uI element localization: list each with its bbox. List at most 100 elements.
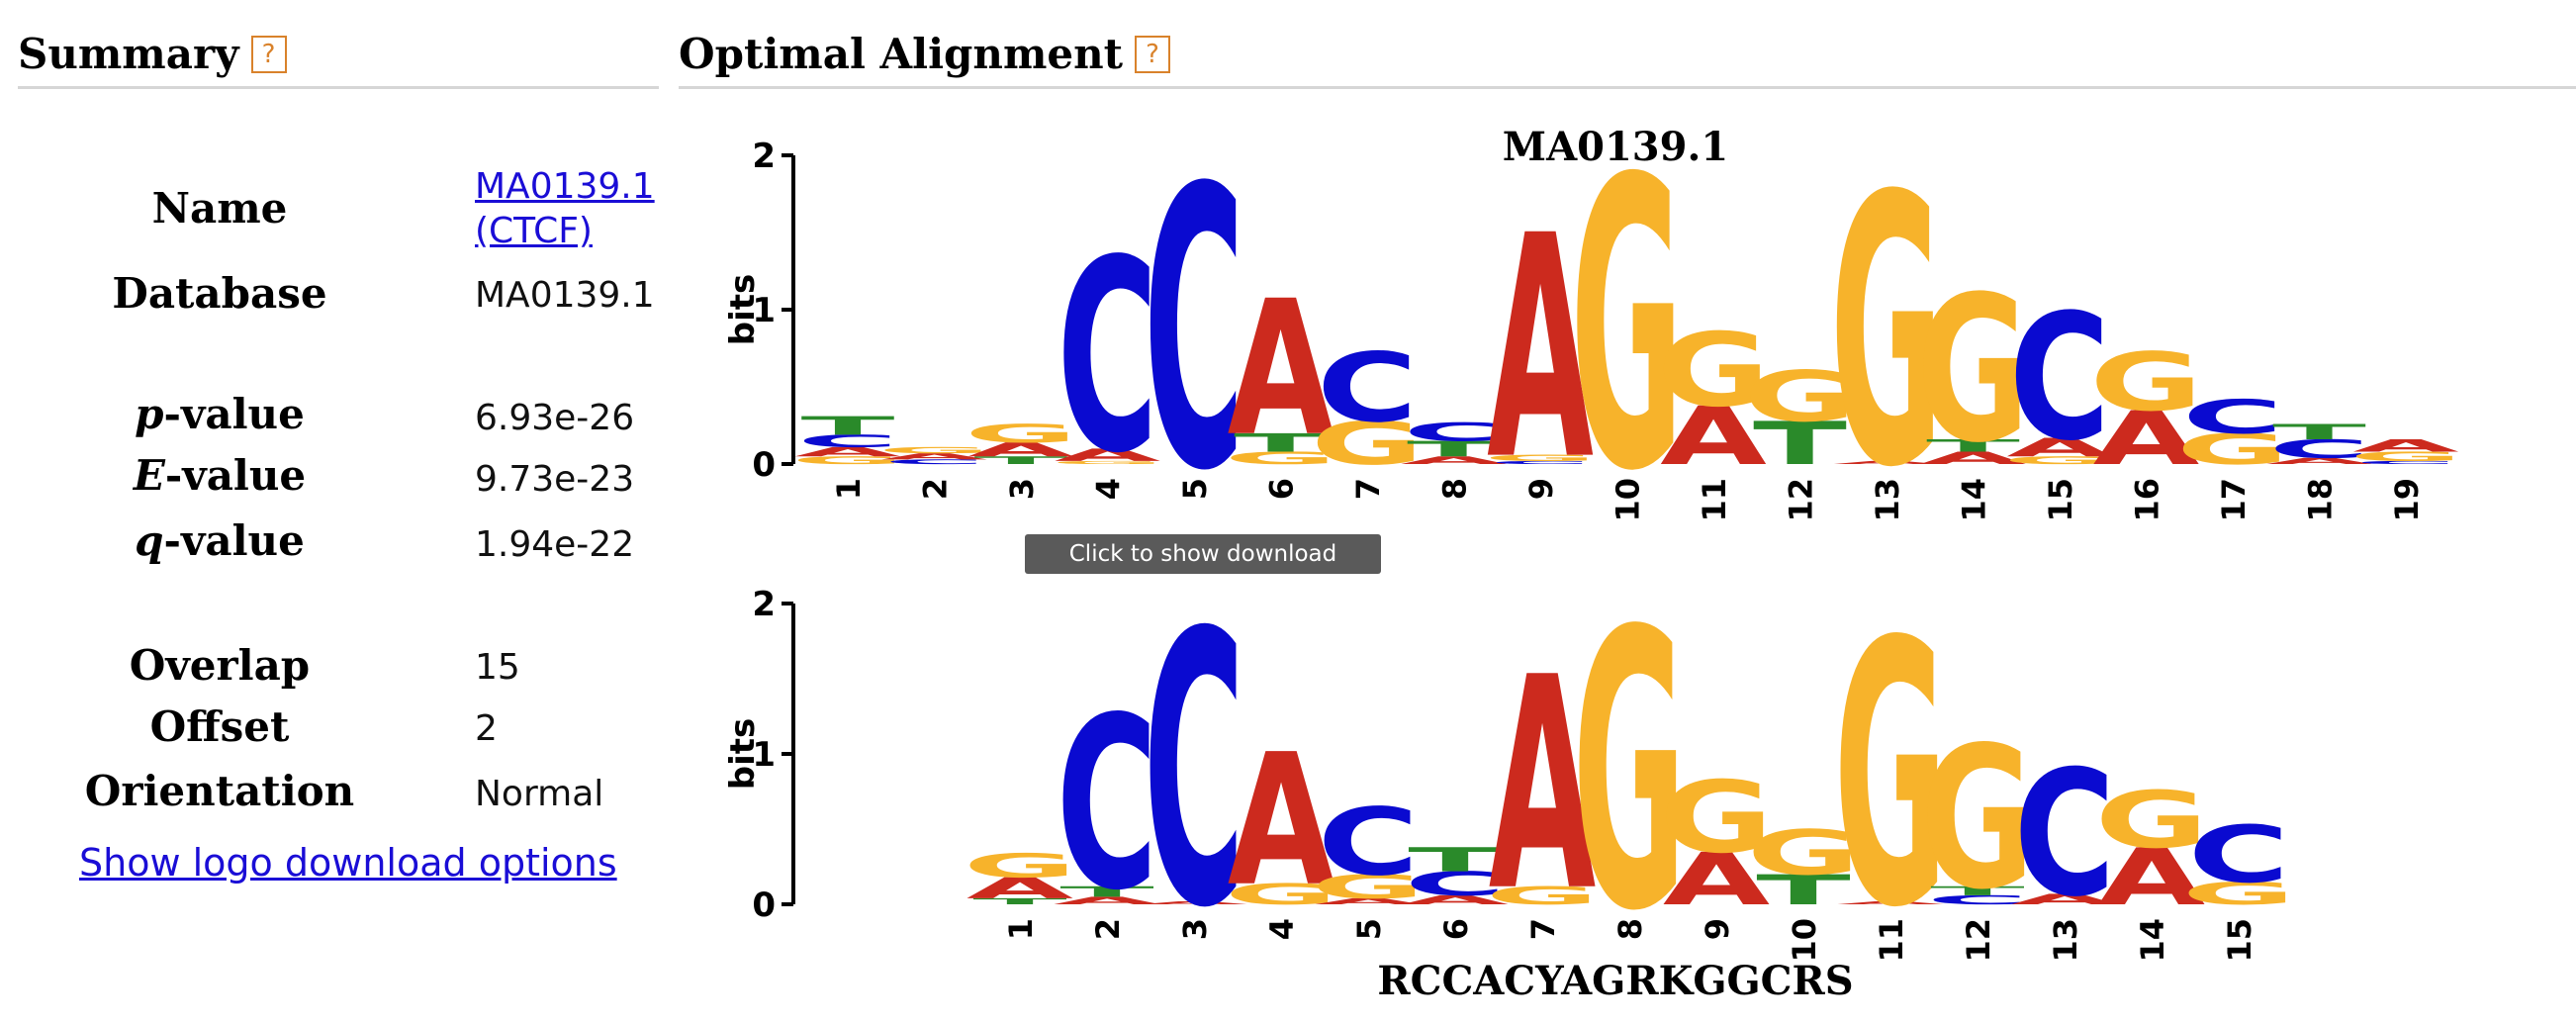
logo-letter-glyph: G xyxy=(2182,876,2296,911)
logo-letter-C: C xyxy=(1403,418,1504,447)
logo-letter-A: A xyxy=(1401,454,1508,466)
position-label: 12 xyxy=(1960,918,1997,963)
download-options-tooltip: Click to show download options xyxy=(1025,534,1381,606)
logo-letter-glyph: A xyxy=(1489,614,1596,956)
position-label: 11 xyxy=(1696,478,1733,522)
logo-letter-glyph: G xyxy=(1570,119,1683,534)
logo-letter-G: G xyxy=(791,454,904,466)
overlap-value: 15 xyxy=(475,647,520,688)
summary-title-text: Summary xyxy=(18,30,239,78)
logo-letter-C: C xyxy=(883,458,984,465)
logo-letter-G: G xyxy=(2003,454,2116,466)
alignment-title-text: Optimal Alignment xyxy=(679,30,1124,78)
logo-letter-G: G xyxy=(1486,882,1600,910)
logo-letter-glyph: A xyxy=(2011,891,2118,908)
logo-letter-glyph: A xyxy=(966,872,1073,905)
logo-letter-glyph: T xyxy=(972,896,1067,906)
logo-letter-glyph: C xyxy=(1057,204,1157,512)
logo-letter-glyph: G xyxy=(791,454,904,466)
logo-letter-glyph: A xyxy=(1141,900,1248,905)
help-icon[interactable]: ? xyxy=(1135,36,1171,73)
logo-letter-G: G xyxy=(1830,119,1943,534)
evalue-label: E-value xyxy=(133,451,307,500)
position-label: 6 xyxy=(1437,918,1475,940)
logo-letter-A: A xyxy=(1833,460,1940,465)
logo-letter-T: T xyxy=(1407,437,1501,462)
logo-letter-A: A xyxy=(967,439,1074,461)
logo-letter-C: C xyxy=(1317,333,1418,444)
logo-letter-glyph: A xyxy=(1833,460,1940,465)
logo-letter-A: A xyxy=(1402,893,1509,907)
position-label: 13 xyxy=(1869,478,1906,522)
logo-letter-glyph: A xyxy=(2006,432,2113,462)
y-tick-label: 2 xyxy=(752,137,776,176)
logo-letter-G: G xyxy=(1224,448,1336,468)
logo-letter-glyph: G xyxy=(1573,564,1687,995)
logo-letter-A: A xyxy=(966,872,1073,905)
motif-link[interactable]: MA0139.1 (CTCF) xyxy=(475,166,655,251)
logo-letter-glyph: G xyxy=(877,445,990,455)
logo-letter-glyph: G xyxy=(2003,454,2116,466)
logo-letter-A: A xyxy=(1837,900,1945,905)
logo-letter-glyph: G xyxy=(2089,335,2202,429)
logo-letter-glyph: G xyxy=(1834,567,1948,987)
offset-label: Offset xyxy=(149,702,290,751)
position-label: 2 xyxy=(1089,918,1127,940)
logo-letter-glyph: G xyxy=(1484,453,1597,463)
logo-letter-glyph: A xyxy=(1663,838,1770,922)
position-label: 13 xyxy=(2047,918,2084,963)
logo-letter-glyph: A xyxy=(794,444,901,459)
qvalue-label: q-value xyxy=(135,516,305,565)
logo-title: MA0139.1 xyxy=(1503,124,1728,170)
logo-letter-A: A xyxy=(2006,432,2113,462)
logo-letter-G: G xyxy=(1921,705,2035,933)
position-label: 11 xyxy=(1873,918,1910,963)
show-download-options-link[interactable]: Show logo download options xyxy=(79,841,617,885)
logo-letter-glyph: A xyxy=(2093,396,2200,482)
logo-letter-glyph: A xyxy=(1228,261,1334,478)
logo-letter-glyph: C xyxy=(2188,808,2290,900)
logo-letter-G: G xyxy=(2182,876,2296,911)
logo-letter-G: G xyxy=(2095,774,2209,866)
logo-letter-glyph: A xyxy=(881,451,988,461)
logo-letter-G: G xyxy=(964,847,1077,885)
logo-letter-A: A xyxy=(1663,838,1770,922)
help-icon[interactable]: ? xyxy=(250,36,287,73)
logo-letter-glyph: T xyxy=(1930,884,2025,897)
y-tick-label: 2 xyxy=(752,585,776,624)
logo-letter-A: A xyxy=(2352,436,2459,456)
logo-letter-T: T xyxy=(972,896,1067,906)
logo-letter-glyph: G xyxy=(964,847,1077,885)
evalue-value: 9.73e-23 xyxy=(475,459,635,500)
logo-letter-A: A xyxy=(2098,831,2205,923)
logo-letter-glyph: C xyxy=(2268,434,2369,464)
logo-letter-C: C xyxy=(2014,734,2116,935)
logo-letter-T: T xyxy=(1930,884,2025,897)
logo-letter-glyph: G xyxy=(1921,705,2035,933)
logo-letter-glyph: G xyxy=(2349,449,2462,464)
position-label: 1 xyxy=(1002,918,1040,940)
y-axis-label: bits xyxy=(723,274,763,345)
position-label: 5 xyxy=(1350,918,1388,940)
logo-letter-glyph: C xyxy=(1318,789,1420,896)
logo-letter-glyph: A xyxy=(1402,893,1509,907)
logo-letter-G: G xyxy=(1916,253,2029,488)
logo-letter-G: G xyxy=(965,419,1077,448)
logo-letter-glyph: C xyxy=(2182,391,2283,444)
y-axis-label: bits xyxy=(723,718,763,790)
logo-letter-G: G xyxy=(1484,453,1597,463)
logo-letter-A: A xyxy=(1228,716,1334,926)
logo-letter-G: G xyxy=(1657,312,1770,429)
logo-letter-glyph: C xyxy=(2014,734,2116,935)
logo-letter-glyph: G xyxy=(1916,253,2029,488)
position-label: 8 xyxy=(1611,918,1649,940)
logo-letter-A: A xyxy=(1920,448,2027,468)
logo-letter-A: A xyxy=(1489,614,1596,956)
logo-letter-glyph: G xyxy=(1051,460,1163,465)
logo-letter-A: A xyxy=(1141,900,1248,905)
logo-letter-glyph: T xyxy=(2272,420,2366,445)
logo-letter-C: C xyxy=(1490,460,1591,465)
logo-letter-glyph: C xyxy=(1405,865,1507,903)
